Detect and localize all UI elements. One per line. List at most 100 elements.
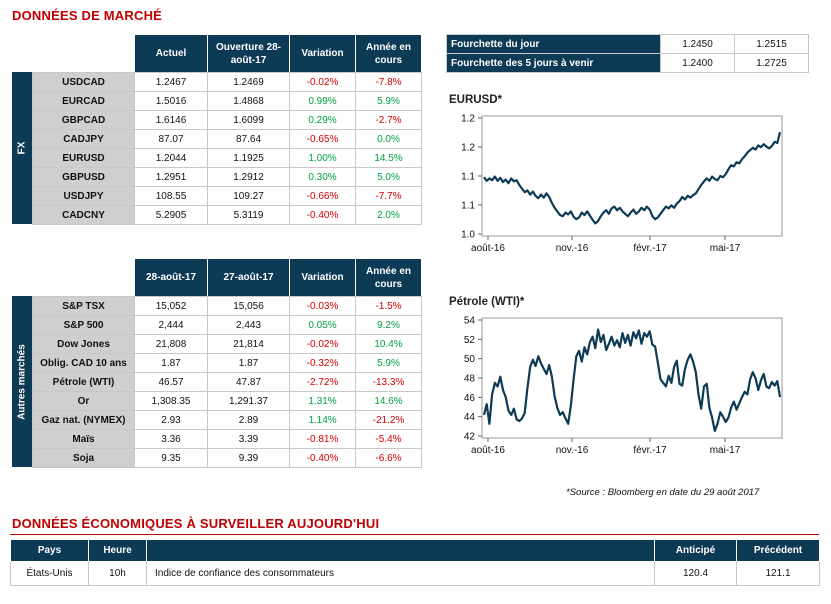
econ-header-expected: Anticipé — [654, 539, 737, 562]
value-current: 1.87 — [134, 353, 208, 373]
value-change: 0.99% — [289, 91, 356, 111]
value-previous: 9.39 — [207, 448, 290, 468]
five-day-range-low: 1.2400 — [660, 53, 735, 73]
value-current: 1.2467 — [134, 72, 208, 92]
table-row: Or 1,308.35 1,291.37 1.31% 14.6% — [32, 391, 422, 411]
value-ytd: 9.2% — [355, 315, 422, 335]
row-label: S&P TSX — [32, 296, 135, 316]
value-change: -0.32% — [289, 353, 356, 373]
row-label: GBPUSD — [32, 167, 135, 187]
x-tick-label: févr.-17 — [633, 243, 667, 254]
x-tick-label: août-16 — [471, 445, 505, 456]
fx-side-label: FX — [12, 72, 32, 224]
value-current: 15,052 — [134, 296, 208, 316]
row-label: S&P 500 — [32, 315, 135, 335]
table-row: Oblig. CAD 10 ans 1.87 1.87 -0.32% 5.9% — [32, 353, 422, 373]
value-current: 9.35 — [134, 448, 208, 468]
value-previous: 3.39 — [207, 429, 290, 449]
market-data-title: DONNÉES DE MARCHÉ — [12, 8, 163, 23]
fx-header-change: Variation — [289, 34, 356, 73]
plot-area — [481, 115, 783, 237]
value-change: -0.40% — [289, 448, 356, 468]
value-current: 1.5016 — [134, 91, 208, 111]
value-ytd: -1.5% — [355, 296, 422, 316]
value-previous: 1.4868 — [207, 91, 290, 111]
x-tick-label: mai-17 — [710, 243, 741, 254]
econ-header-country: Pays — [10, 539, 89, 562]
source-note: *Source : Bloomberg en date du 29 août 2… — [566, 487, 760, 498]
econ-indicator: Indice de confiance des consommateurs — [146, 561, 655, 586]
value-previous: 47.87 — [207, 372, 290, 392]
value-change: 1.14% — [289, 410, 356, 430]
fx-table-body: USDCAD 1.2467 1.2469 -0.02% -7.8% EURCAD 1.501… — [32, 72, 422, 225]
econ-row: États-Unis 10h Indice de confiance des c… — [10, 561, 820, 586]
econ-table: Pays Heure Anticipé Précédent États-Unis… — [10, 539, 820, 586]
value-change: -0.03% — [289, 296, 356, 316]
fx-header-current: Actuel — [134, 34, 208, 73]
y-tick-label: 50 — [464, 354, 476, 365]
econ-header-indicator — [146, 539, 655, 562]
value-previous: 1.87 — [207, 353, 290, 373]
value-previous: 1.6099 — [207, 110, 290, 130]
table-row: EURCAD 1.5016 1.4868 0.99% 5.9% — [32, 91, 422, 111]
row-label: Maïs — [32, 429, 135, 449]
value-current: 1.2044 — [134, 148, 208, 168]
table-row: EURUSD 1.2044 1.1925 1.00% 14.5% — [32, 148, 422, 168]
value-ytd: -13.3% — [355, 372, 422, 392]
row-label: CADCNY — [32, 205, 135, 225]
table-row: S&P TSX 15,052 15,056 -0.03% -1.5% — [32, 296, 422, 316]
x-tick-label: août-16 — [471, 243, 505, 254]
value-change: 1.31% — [289, 391, 356, 411]
series-line — [483, 131, 782, 225]
table-row: Gaz nat. (NYMEX) 2.93 2.89 1.14% -21.2% — [32, 410, 422, 430]
five-day-range-high: 1.2725 — [734, 53, 809, 73]
row-label: Or — [32, 391, 135, 411]
fx-table: Actuel Ouverture 28-août-17 Variation An… — [134, 34, 422, 73]
y-tick-label: 52 — [464, 335, 476, 346]
value-previous: 1.2469 — [207, 72, 290, 92]
econ-expected: 120.4 — [654, 561, 737, 586]
y-tick-label: 1.1 — [461, 172, 475, 183]
value-previous: 2,443 — [207, 315, 290, 335]
value-change: 1.00% — [289, 148, 356, 168]
value-change: -0.81% — [289, 429, 356, 449]
value-change: -2.72% — [289, 372, 356, 392]
y-tick-label: 42 — [464, 432, 476, 443]
econ-country: États-Unis — [10, 561, 89, 586]
value-current: 108.55 — [134, 186, 208, 206]
value-current: 46.57 — [134, 372, 208, 392]
econ-data-title: DONNÉES ÉCONOMIQUES À SURVEILLER AUJOURD… — [12, 516, 380, 531]
value-current: 21,808 — [134, 334, 208, 354]
table-row: S&P 500 2,444 2,443 0.05% 9.2% — [32, 315, 422, 335]
table-row: GBPUSD 1.2951 1.2912 0.30% 5.0% — [32, 167, 422, 187]
value-ytd: 5.0% — [355, 167, 422, 187]
fx-header-ytd: Année en cours — [355, 34, 422, 73]
value-change: -0.66% — [289, 186, 356, 206]
y-tick-label: 1.0 — [461, 230, 475, 241]
table-row: Soja 9.35 9.39 -0.40% -6.6% — [32, 448, 422, 468]
value-previous: 109.27 — [207, 186, 290, 206]
day-range-label: Fourchette du jour — [446, 34, 661, 54]
row-label: Gaz nat. (NYMEX) — [32, 410, 135, 430]
other-header-ytd: Année en cours — [355, 258, 422, 297]
value-ytd: -5.4% — [355, 429, 422, 449]
value-change: 0.05% — [289, 315, 356, 335]
value-previous: 21,814 — [207, 334, 290, 354]
value-ytd: -7.7% — [355, 186, 422, 206]
other-header-date1: 28-août-17 — [134, 258, 208, 297]
oil-chart: 42 44 46 48 50 52 54 août-16 nov.-16 févr.-17 mai-… — [464, 316, 783, 456]
table-row: USDCAD 1.2467 1.2469 -0.02% -7.8% — [32, 72, 422, 92]
value-previous: 1.1925 — [207, 148, 290, 168]
y-tick-label: 46 — [464, 393, 476, 404]
value-change: 0.30% — [289, 167, 356, 187]
five-day-range-label: Fourchette des 5 jours à venir — [446, 53, 661, 73]
other-header-date2: 27-août-17 — [207, 258, 290, 297]
x-tick-label: nov.-16 — [556, 243, 589, 254]
value-ytd: -2.7% — [355, 110, 422, 130]
row-label: Oblig. CAD 10 ans — [32, 353, 135, 373]
value-previous: 1,291.37 — [207, 391, 290, 411]
y-tick-label: 54 — [464, 316, 476, 327]
value-current: 87.07 — [134, 129, 208, 149]
value-ytd: -21.2% — [355, 410, 422, 430]
other-table: 28-août-17 27-août-17 Variation Année en… — [134, 258, 422, 297]
